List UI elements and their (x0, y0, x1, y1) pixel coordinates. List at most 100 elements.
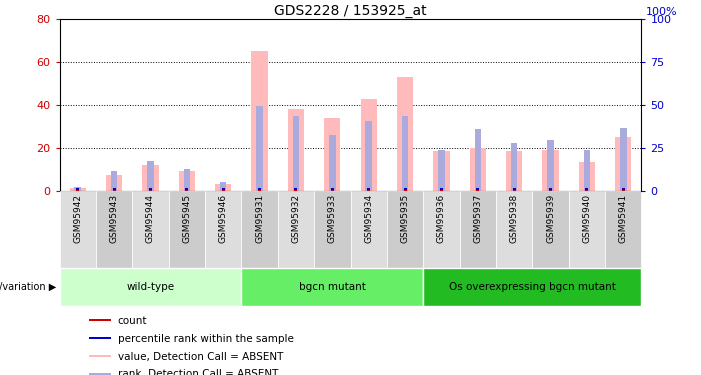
Bar (402, 116, 408, 191)
Text: GSM95938: GSM95938 (510, 194, 519, 243)
Text: Os overexpressing bgcn mutant: Os overexpressing bgcn mutant (449, 282, 615, 292)
Bar (106, 175, 122, 191)
Bar (185, 188, 189, 189)
Bar (76, 188, 79, 189)
Bar (476, 188, 479, 189)
Bar (506, 152, 522, 191)
Bar (585, 188, 588, 189)
Bar (184, 169, 190, 191)
Bar (496, 191, 532, 268)
Bar (331, 189, 334, 191)
Bar (88, 373, 111, 375)
Bar (360, 99, 377, 191)
Bar (470, 148, 486, 191)
Text: 100%: 100% (646, 8, 677, 17)
Text: genotype/variation ▶: genotype/variation ▶ (0, 282, 56, 292)
Bar (387, 191, 423, 268)
Bar (605, 191, 641, 268)
Bar (569, 191, 605, 268)
Bar (511, 143, 517, 191)
Text: percentile rank within the sample: percentile rank within the sample (118, 334, 294, 344)
Bar (549, 188, 552, 189)
Text: rank, Detection Call = ABSENT: rank, Detection Call = ABSENT (118, 369, 278, 375)
Text: GSM95933: GSM95933 (328, 194, 336, 243)
Bar (88, 319, 111, 321)
Bar (423, 268, 641, 306)
Bar (438, 150, 444, 191)
Bar (74, 187, 81, 191)
Bar (258, 188, 261, 189)
Text: value, Detection Call = ABSENT: value, Detection Call = ABSENT (118, 351, 283, 361)
Text: GSM95937: GSM95937 (473, 194, 482, 243)
Bar (241, 268, 423, 306)
Text: GSM95945: GSM95945 (182, 194, 191, 243)
Text: GSM95940: GSM95940 (583, 194, 592, 243)
Bar (329, 135, 336, 191)
Bar (288, 110, 304, 191)
Bar (460, 191, 496, 268)
Bar (113, 189, 116, 191)
Text: GSM95931: GSM95931 (255, 194, 264, 243)
Text: GSM95941: GSM95941 (619, 194, 627, 243)
Bar (149, 188, 152, 189)
Bar (60, 268, 241, 306)
Bar (294, 189, 297, 191)
Bar (294, 188, 297, 189)
Bar (622, 188, 625, 189)
Title: GDS2228 / 153925_at: GDS2228 / 153925_at (274, 4, 427, 18)
Bar (96, 191, 132, 268)
Bar (440, 189, 443, 191)
Bar (142, 165, 158, 191)
Bar (475, 129, 481, 191)
Bar (222, 189, 225, 191)
Bar (512, 188, 516, 189)
Bar (365, 121, 372, 191)
Bar (111, 171, 117, 191)
Bar (620, 128, 627, 191)
Bar (179, 171, 195, 191)
Bar (350, 191, 387, 268)
Bar (397, 77, 413, 191)
Bar (331, 188, 334, 189)
Bar (404, 189, 407, 191)
Bar (476, 189, 479, 191)
Bar (314, 191, 350, 268)
Text: count: count (118, 316, 147, 326)
Bar (404, 188, 407, 189)
Bar (169, 191, 205, 268)
Bar (222, 188, 225, 189)
Bar (367, 188, 370, 189)
Bar (532, 191, 569, 268)
Bar (69, 188, 86, 191)
Text: GSM95935: GSM95935 (400, 194, 409, 243)
Text: GSM95946: GSM95946 (219, 194, 228, 243)
Text: bgcn mutant: bgcn mutant (299, 282, 366, 292)
Text: GSM95944: GSM95944 (146, 194, 155, 243)
Bar (220, 182, 226, 191)
Text: GSM95939: GSM95939 (546, 194, 555, 243)
Bar (113, 188, 116, 189)
Text: GSM95934: GSM95934 (365, 194, 373, 243)
Bar (88, 355, 111, 357)
Bar (433, 152, 449, 191)
Bar (215, 184, 231, 191)
Bar (132, 191, 169, 268)
Bar (293, 116, 299, 191)
Bar (147, 161, 154, 191)
Bar (615, 137, 632, 191)
Text: GSM95932: GSM95932 (292, 194, 301, 243)
Bar (440, 188, 443, 189)
Bar (579, 162, 595, 191)
Bar (185, 189, 189, 191)
Bar (252, 51, 268, 191)
Bar (423, 191, 460, 268)
Text: GSM95936: GSM95936 (437, 194, 446, 243)
Bar (367, 189, 370, 191)
Bar (543, 150, 559, 191)
Bar (622, 189, 625, 191)
Text: wild-type: wild-type (126, 282, 175, 292)
Text: GSM95943: GSM95943 (109, 194, 118, 243)
Bar (512, 189, 516, 191)
Bar (585, 189, 588, 191)
Bar (149, 189, 152, 191)
